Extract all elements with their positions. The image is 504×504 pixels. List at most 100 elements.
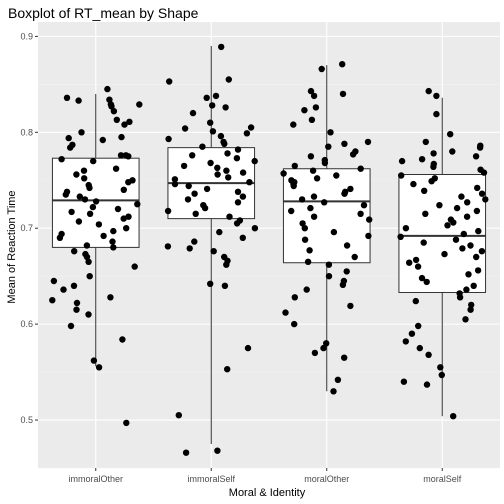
data-point <box>412 297 419 305</box>
data-point <box>109 238 116 245</box>
x-tick-label: moralSelf <box>423 474 462 484</box>
data-point <box>467 242 474 249</box>
box-moralOther <box>282 168 371 264</box>
data-point <box>334 376 342 383</box>
data-point <box>221 282 229 289</box>
data-point <box>83 242 91 249</box>
data-point <box>307 87 315 95</box>
data-point <box>201 204 209 212</box>
data-point <box>218 43 225 51</box>
data-point <box>349 151 357 158</box>
data-point <box>49 297 56 304</box>
data-point <box>239 169 247 176</box>
data-point <box>474 184 481 192</box>
data-point <box>360 202 368 209</box>
data-point <box>125 213 132 220</box>
data-point <box>222 104 229 111</box>
data-point <box>221 140 228 147</box>
data-point <box>433 92 440 100</box>
data-point <box>184 196 192 203</box>
data-point <box>307 153 315 160</box>
data-point <box>99 136 107 144</box>
data-point <box>114 205 122 213</box>
data-point <box>86 273 93 280</box>
chart-title: Boxplot of RT_mean by Shape <box>8 5 199 21</box>
data-point <box>234 199 242 206</box>
data-point <box>110 108 118 115</box>
data-point <box>351 253 358 261</box>
data-point <box>85 311 92 318</box>
data-point <box>463 286 470 293</box>
data-point <box>433 110 440 118</box>
data-point <box>171 176 179 183</box>
data-point <box>243 130 251 137</box>
data-point <box>430 150 437 157</box>
data-point <box>476 144 484 151</box>
data-point <box>397 233 404 240</box>
y-tick-label: 0.8 <box>20 127 33 137</box>
data-point <box>301 225 308 232</box>
data-point <box>234 146 242 153</box>
data-point <box>62 191 69 198</box>
data-point <box>333 172 340 179</box>
data-point <box>209 128 217 135</box>
data-point <box>478 248 486 255</box>
data-point <box>306 247 313 254</box>
data-point <box>117 152 125 159</box>
data-point <box>416 344 423 352</box>
data-point <box>459 245 466 252</box>
data-point <box>456 294 464 301</box>
data-point <box>134 201 141 208</box>
data-point <box>95 221 103 228</box>
data-point <box>425 87 432 95</box>
data-point <box>171 180 179 188</box>
data-point <box>301 236 309 243</box>
y-tick-label: 0.6 <box>20 319 33 329</box>
data-point <box>437 364 444 371</box>
data-point <box>309 167 317 174</box>
data-point <box>58 156 65 163</box>
data-point <box>291 320 298 328</box>
data-point <box>81 175 88 182</box>
data-point <box>463 213 471 220</box>
data-point <box>207 280 214 287</box>
data-point <box>86 210 94 217</box>
data-point <box>107 101 115 108</box>
data-point <box>244 344 252 352</box>
data-point <box>458 193 465 200</box>
data-point <box>180 162 188 170</box>
data-point <box>412 256 420 264</box>
data-point <box>95 364 103 371</box>
data-point <box>214 164 221 171</box>
data-point <box>339 60 346 68</box>
data-point <box>464 199 471 206</box>
data-point <box>68 208 75 216</box>
data-point <box>343 268 350 275</box>
data-point <box>447 131 454 138</box>
data-point <box>303 286 310 293</box>
data-point <box>210 248 217 255</box>
data-point <box>450 413 457 420</box>
data-point <box>191 238 198 245</box>
data-point <box>366 216 373 223</box>
data-point <box>460 230 467 238</box>
data-point <box>112 165 120 172</box>
data-point <box>226 213 233 220</box>
data-point <box>121 121 128 128</box>
data-point <box>325 261 333 268</box>
data-point <box>318 65 325 73</box>
data-point <box>347 302 354 310</box>
data-point <box>118 133 125 141</box>
data-point <box>414 263 422 270</box>
data-point <box>290 121 297 128</box>
data-point <box>428 178 435 185</box>
data-point <box>182 449 190 456</box>
data-point <box>203 185 211 193</box>
data-point <box>85 258 92 265</box>
data-point <box>301 107 308 114</box>
data-point <box>89 203 97 211</box>
box-moralSelf <box>398 174 487 293</box>
data-point <box>175 412 182 419</box>
data-points <box>49 43 489 456</box>
data-point <box>126 118 133 126</box>
